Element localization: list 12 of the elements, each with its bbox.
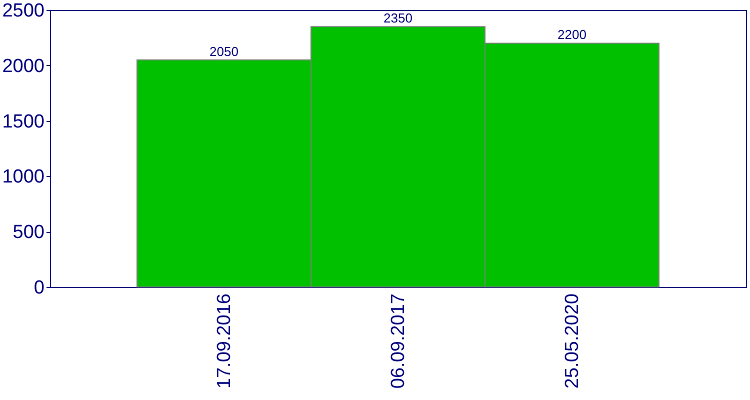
y-tick-label: 1500 — [2, 111, 44, 132]
x-tick-label: 17.09.2016 — [214, 294, 235, 389]
y-tick-label: 0 — [34, 278, 44, 298]
data-label: 2050 — [210, 44, 238, 59]
data-label: 2200 — [558, 27, 586, 42]
data-label: 2350 — [384, 10, 412, 26]
x-tick-label: 25.05.2020 — [562, 294, 583, 389]
y-tick-label: 2500 — [2, 0, 44, 22]
y-tick-label: 1000 — [2, 166, 44, 188]
y-tick-label: 500 — [12, 222, 44, 244]
x-tick-label: 06.09.2017 — [388, 294, 409, 389]
y-tick-label: 2000 — [2, 56, 44, 77]
